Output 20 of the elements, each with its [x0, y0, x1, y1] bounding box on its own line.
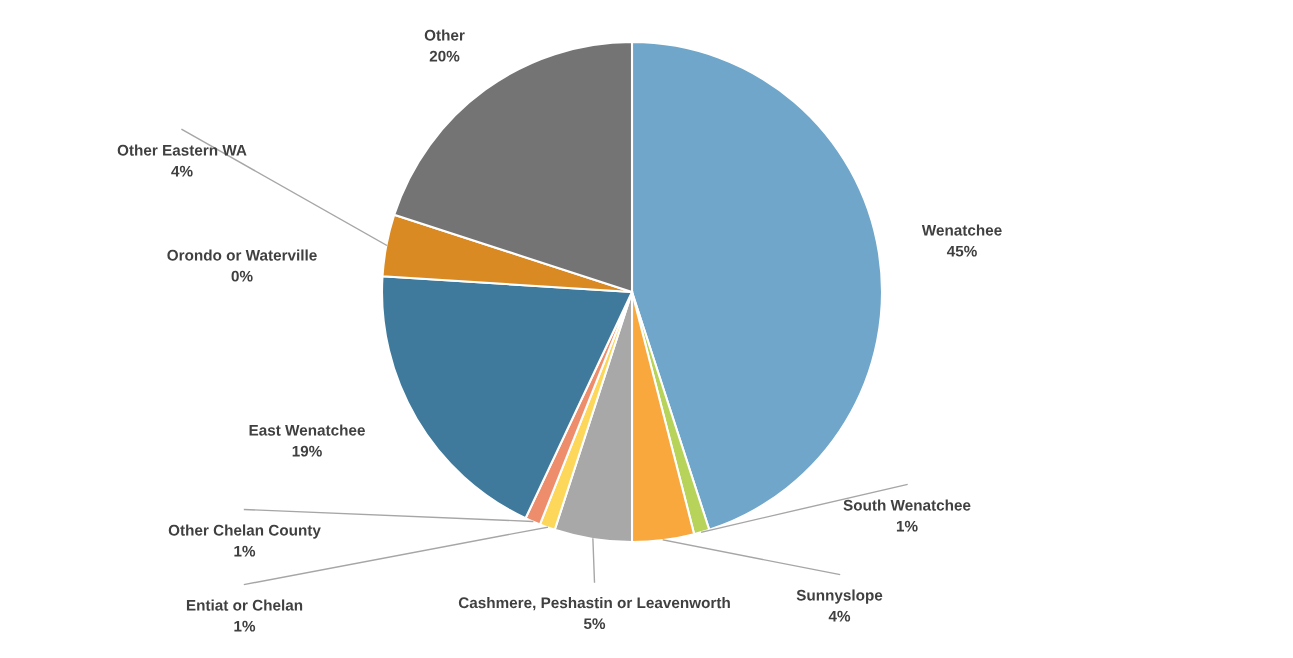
data-label: 1% — [234, 545, 256, 557]
slice-label: Wenatchee — [921, 224, 1002, 236]
slice-label: Cashmere, Peshastin or Leavenworth — [458, 596, 730, 611]
data-label: 20% — [429, 50, 460, 62]
slice-label: Entiat or Chelan — [186, 599, 303, 611]
slice-label: South Wenatchee — [843, 499, 971, 511]
slice-label: Other — [424, 29, 465, 41]
data-label: 4% — [171, 165, 193, 177]
data-label: 45% — [946, 245, 977, 257]
data-label: 4% — [828, 610, 851, 622]
slice-label: Other Eastern WA — [117, 144, 247, 156]
slice-label: East Wenatchee — [249, 424, 365, 436]
slice-label: Other Chelan County — [168, 524, 321, 539]
data-label: 5% — [583, 618, 606, 630]
data-label: 19% — [292, 445, 322, 457]
category-label: Orondo or Waterville — [167, 249, 317, 261]
data-label: 1% — [234, 620, 256, 632]
slice-label: Sunnyslope — [796, 589, 883, 604]
data-label: 1% — [896, 520, 918, 532]
text: 0% — [231, 270, 253, 282]
